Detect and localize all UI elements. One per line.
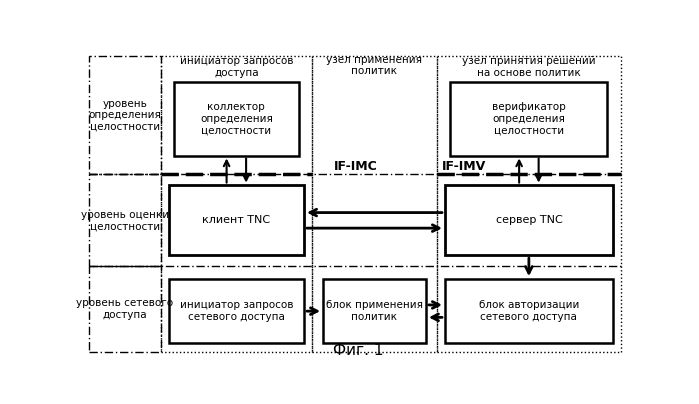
Bar <box>323 279 426 343</box>
Bar <box>445 279 613 343</box>
Bar <box>312 56 437 352</box>
Text: клиент TNC: клиент TNC <box>202 215 271 225</box>
Text: узел применения
политик: узел применения политик <box>326 55 422 76</box>
Text: сервер TNC: сервер TNC <box>496 215 562 225</box>
Text: уровень
определения
целостности: уровень определения целостности <box>88 99 161 132</box>
Text: уровень оценки
целостности: уровень оценки целостности <box>80 210 169 231</box>
Text: блок авторизации
сетевого доступа: блок авторизации сетевого доступа <box>479 300 579 322</box>
Bar <box>450 82 607 156</box>
Text: коллектор
определения
целостности: коллектор определения целостности <box>200 102 273 135</box>
Bar <box>89 56 161 175</box>
Text: IF-IMC: IF-IMC <box>334 160 377 173</box>
Bar <box>437 56 621 352</box>
Text: блок применения
политик: блок применения политик <box>326 300 423 322</box>
Text: IF-IMV: IF-IMV <box>442 160 487 173</box>
Bar <box>89 266 161 352</box>
Bar <box>161 56 312 352</box>
Text: узел принятия решений
на основе политик: узел принятия решений на основе политик <box>462 56 596 78</box>
Text: верификатор
определения
целостности: верификатор определения целостности <box>492 102 565 135</box>
Bar <box>168 279 304 343</box>
Text: инициатор запросов
сетевого доступа: инициатор запросов сетевого доступа <box>180 300 293 322</box>
Text: Фиг. 1: Фиг. 1 <box>333 343 384 358</box>
Text: инициатор запросов
доступа: инициатор запросов доступа <box>180 56 293 78</box>
Bar <box>174 82 298 156</box>
Bar <box>445 185 613 255</box>
Bar <box>168 185 304 255</box>
Text: уровень сетевого
доступа: уровень сетевого доступа <box>76 298 173 320</box>
Bar <box>89 175 161 266</box>
